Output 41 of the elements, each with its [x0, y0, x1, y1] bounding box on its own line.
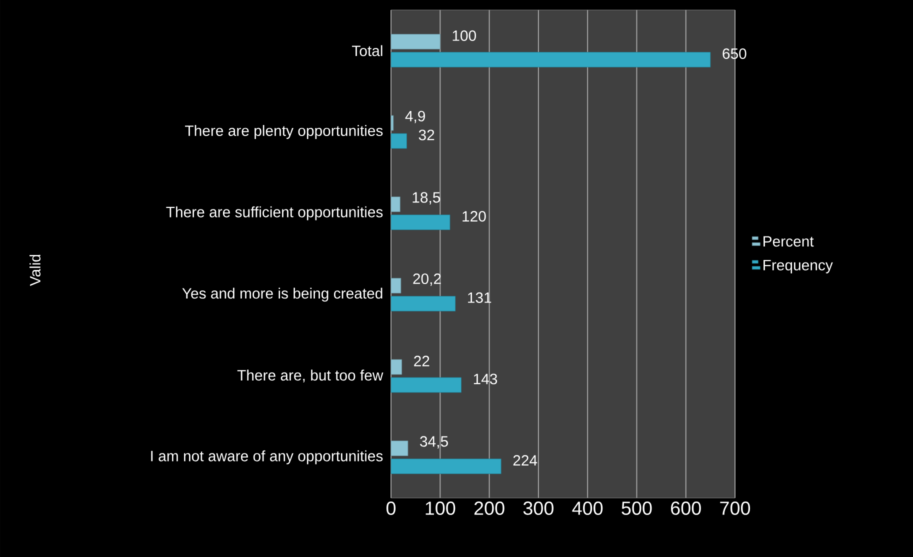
x-tick-label: 700 — [720, 502, 750, 515]
x-tick-label: 400 — [572, 502, 603, 515]
data-label: 32 — [418, 130, 434, 140]
data-label: 143 — [474, 374, 498, 384]
x-tick-label: 500 — [622, 502, 652, 515]
y-tick-label: There are plenty opportunities — [185, 125, 383, 139]
y-tick-label: I am not aware of any opportunities — [151, 450, 383, 464]
bar — [390, 34, 440, 50]
data-label: 4,9 — [405, 110, 425, 124]
bar — [390, 359, 402, 375]
bar — [390, 196, 400, 212]
data-label: 34,5 — [420, 436, 448, 448]
x-tick-label: 0 — [386, 502, 396, 515]
y-tick-label: Yes and more is being created — [182, 288, 382, 302]
data-label: 224 — [513, 455, 538, 466]
bar — [390, 296, 456, 312]
bar — [390, 278, 402, 294]
bar — [390, 458, 502, 474]
legend-label: Frequency — [764, 260, 833, 274]
bar — [390, 115, 394, 131]
data-label: 120 — [462, 211, 486, 222]
bar — [390, 52, 711, 68]
data-label: 18,5 — [412, 192, 440, 204]
data-label: 100 — [452, 30, 476, 41]
y-tick-label: Total — [352, 45, 382, 56]
bar — [390, 214, 450, 230]
bar — [390, 133, 407, 149]
x-tick-label: 300 — [523, 502, 554, 515]
bar — [390, 440, 408, 456]
y-tick-label: There are, but too few — [237, 370, 384, 382]
x-tick-label: 100 — [426, 502, 456, 515]
data-label: 20,2 — [413, 273, 441, 286]
data-label: 650 — [722, 48, 746, 59]
x-tick-label: 600 — [671, 502, 701, 515]
data-label: 131 — [468, 292, 492, 303]
data-label: 22 — [414, 356, 430, 366]
x-tick-label: 200 — [474, 502, 504, 515]
legend-label: Percent — [764, 236, 814, 247]
y-tick-label: There are sufficient opportunities — [166, 206, 383, 220]
text: Valid — [30, 254, 40, 286]
bar — [390, 377, 462, 393]
